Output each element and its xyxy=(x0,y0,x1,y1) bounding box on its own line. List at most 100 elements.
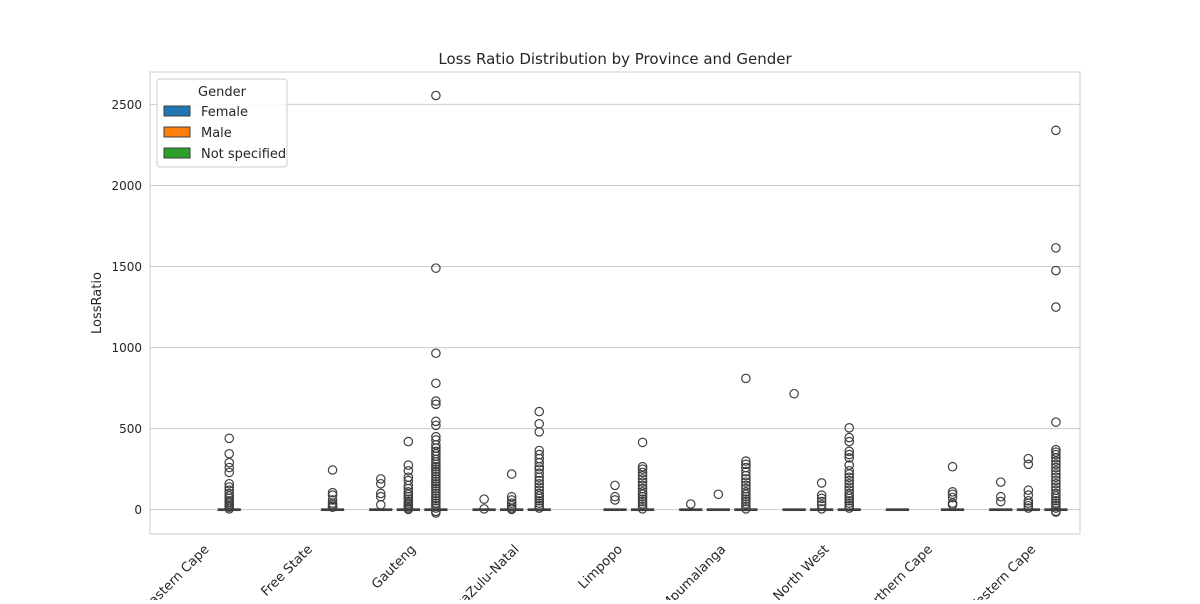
outlier-point xyxy=(534,427,545,437)
outlier-point xyxy=(816,478,827,488)
outlier-point xyxy=(1051,449,1061,460)
y-axis-label: LossRatio xyxy=(90,272,105,334)
outlier-point xyxy=(403,504,414,515)
y-tick-label: 1000 xyxy=(111,341,142,355)
outlier-point xyxy=(431,454,441,465)
outlier-point xyxy=(844,469,855,479)
outlier-point xyxy=(816,490,827,500)
outlier-point xyxy=(741,459,751,470)
outlier-point xyxy=(610,491,620,502)
outlier-point xyxy=(1051,459,1061,470)
outlier-point xyxy=(1023,498,1034,508)
outlier-point xyxy=(947,461,958,472)
legend-title: Gender xyxy=(198,85,247,100)
outlier-point xyxy=(741,491,751,502)
outlier-point xyxy=(844,432,855,443)
outlier-point xyxy=(741,456,751,466)
outlier-point xyxy=(637,491,648,502)
outlier-point xyxy=(534,498,545,508)
outlier-point xyxy=(431,464,441,474)
outlier-point xyxy=(534,468,545,479)
outlier-point xyxy=(947,487,958,497)
legend-swatch xyxy=(163,147,191,159)
outlier-point xyxy=(224,457,235,468)
outlier-point xyxy=(431,459,441,470)
x-tick-label: Western Cape xyxy=(964,542,1039,600)
outlier-point xyxy=(431,476,441,487)
y-tick-label: 2000 xyxy=(111,179,142,193)
outlier-point xyxy=(741,487,751,497)
outlier-point xyxy=(844,498,855,508)
outlier-point xyxy=(1051,491,1061,501)
outlier-point xyxy=(1051,243,1061,253)
outliers-layer xyxy=(224,90,1061,518)
x-tick-label: Eastern Cape xyxy=(140,542,212,600)
outlier-point xyxy=(534,457,545,468)
outlier-point xyxy=(741,489,751,500)
grid-lines xyxy=(150,103,1080,511)
outlier-point xyxy=(403,436,414,447)
y-axis-ticks: 0 500 1000 1500 2000 2500 xyxy=(111,98,142,517)
outlier-point xyxy=(713,489,724,500)
x-tick-label: Mpumalanga xyxy=(659,542,729,600)
outlier-point xyxy=(789,388,799,399)
outlier-point xyxy=(431,399,441,410)
outlier-point xyxy=(1023,459,1034,470)
outlier-point xyxy=(534,475,545,486)
outlier-point xyxy=(431,478,441,489)
outlier-point xyxy=(534,488,545,499)
outlier-point xyxy=(431,483,441,494)
outlier-point xyxy=(431,90,441,101)
outlier-point xyxy=(327,465,338,475)
legend-swatch xyxy=(163,105,191,117)
outlier-point xyxy=(534,491,545,501)
outlier-point xyxy=(534,478,545,489)
outlier-point xyxy=(610,495,620,505)
outlier-point xyxy=(1023,500,1034,511)
outlier-point xyxy=(431,500,441,511)
outlier-point xyxy=(534,500,545,511)
outlier-point xyxy=(741,494,751,504)
x-tick-label: KwaZulu-Natal xyxy=(445,542,523,600)
outlier-point xyxy=(1051,495,1061,506)
outlier-point xyxy=(506,500,517,511)
outlier-point xyxy=(375,478,386,489)
outlier-point xyxy=(1023,485,1034,496)
y-tick-label: 500 xyxy=(119,422,142,436)
outlier-point xyxy=(431,466,441,477)
outlier-point xyxy=(741,470,751,481)
outlier-point xyxy=(844,495,855,506)
outlier-point xyxy=(685,499,696,509)
outlier-point xyxy=(431,396,441,406)
outlier-point xyxy=(741,474,751,484)
outlier-point xyxy=(1023,503,1034,513)
outlier-point xyxy=(1051,493,1061,504)
chart-title: Loss Ratio Distribution by Province and … xyxy=(438,50,792,68)
outlier-point xyxy=(844,491,855,501)
outlier-point xyxy=(431,348,441,359)
outlier-point xyxy=(506,504,517,515)
outlier-point xyxy=(431,416,441,427)
outlier-point xyxy=(844,436,855,447)
outlier-point xyxy=(403,465,414,476)
outlier-point xyxy=(534,461,545,472)
outlier-point xyxy=(534,495,545,506)
outlier-point xyxy=(431,461,441,472)
outlier-point xyxy=(1051,478,1061,489)
outlier-point xyxy=(224,462,235,473)
outlier-point xyxy=(1051,500,1061,511)
x-tick-label: Limpopo xyxy=(576,542,626,592)
x-tick-label: Gauteng xyxy=(369,542,419,592)
outlier-point xyxy=(741,496,751,507)
outlier-point xyxy=(1051,417,1061,427)
x-axis-ticks: Eastern Cape Free State Gauteng KwaZulu-Nat… xyxy=(140,542,1039,604)
outlier-point xyxy=(534,503,545,513)
outlier-point xyxy=(431,495,441,506)
outlier-point xyxy=(637,496,648,507)
outlier-point xyxy=(534,493,545,504)
outlier-point xyxy=(327,502,338,513)
outlier-point xyxy=(947,500,958,510)
outlier-point xyxy=(995,496,1006,507)
outlier-point xyxy=(1051,456,1061,466)
outlier-point xyxy=(375,500,386,510)
